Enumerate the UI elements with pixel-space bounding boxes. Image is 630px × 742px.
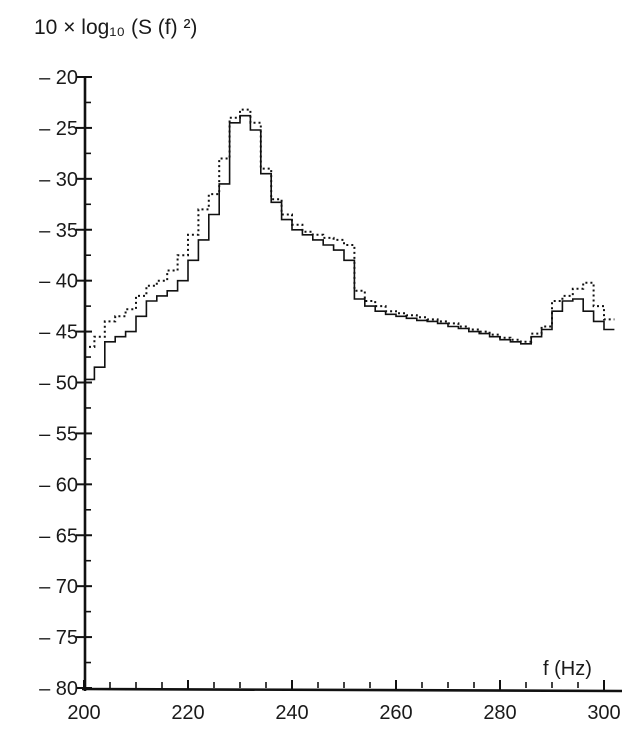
- y-tick-label: – 25: [39, 118, 78, 140]
- series-layer: [84, 108, 615, 381]
- x-tick-label: 240: [275, 702, 308, 724]
- y-tick-label: – 70: [39, 576, 78, 598]
- series-solid-line: [84, 114, 615, 381]
- y-tick-label: – 50: [39, 373, 78, 395]
- y-tick-label: – 45: [39, 322, 78, 344]
- x-tick-label: 300: [587, 702, 620, 724]
- y-tick-label: – 20: [39, 67, 78, 89]
- x-tick-label: 260: [379, 702, 412, 724]
- x-tick-label: 220: [171, 702, 204, 724]
- x-axis-line: [81, 687, 623, 693]
- y-tick-label: – 40: [39, 271, 78, 293]
- y-tick-label: – 65: [39, 525, 78, 547]
- y-tick-label: – 75: [39, 627, 78, 649]
- axes: – 20 – 25 – 30 – 35 – 40 – 45 – 50 – 55 – 60 – 65…: [39, 67, 623, 724]
- y-tick-label: – 30: [39, 169, 78, 191]
- series-dotted-line: [84, 108, 615, 348]
- y-tick-label: – 80: [39, 678, 78, 700]
- y-tick-label: – 55: [39, 423, 78, 445]
- y-axis-label: 10 × log₁₀ (S (f) ²): [34, 16, 197, 39]
- x-axis-label: f (Hz): [543, 658, 592, 680]
- x-tick-label: 200: [67, 702, 100, 724]
- y-tick-label: – 35: [39, 220, 78, 242]
- x-tick-label: 280: [483, 702, 516, 724]
- y-tick-label: – 60: [39, 474, 78, 496]
